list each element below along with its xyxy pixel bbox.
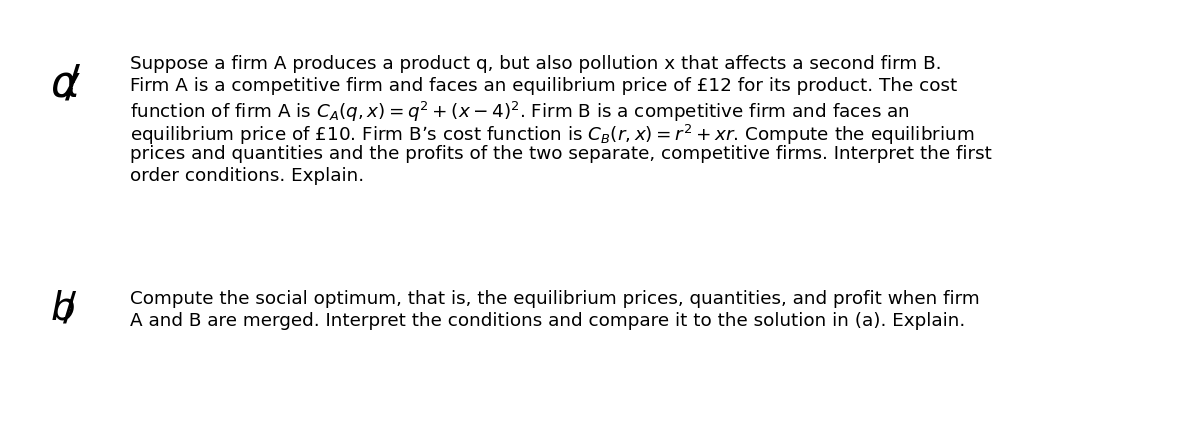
Text: Compute the social optimum, that is, the equilibrium prices, quantities, and pro: Compute the social optimum, that is, the… <box>130 289 979 307</box>
Text: $\mathit{\alpha\!\!/}$: $\mathit{\alpha\!\!/}$ <box>50 62 82 105</box>
Text: order conditions. Explain.: order conditions. Explain. <box>130 167 364 185</box>
Text: equilibrium price of £10. Firm B’s cost function is $C_B(r, x) = r^2 + xr$. Comp: equilibrium price of £10. Firm B’s cost … <box>130 122 974 146</box>
Text: Firm A is a competitive firm and faces an equilibrium price of £12 for its produ: Firm A is a competitive firm and faces a… <box>130 77 958 95</box>
Text: function of firm A is $C_A(q, x) = q^2 + (x - 4)^2$. Firm B is a competitive fir: function of firm A is $C_A(q, x) = q^2 +… <box>130 100 910 124</box>
Text: $\mathit{b\!\!/}$: $\mathit{b\!\!/}$ <box>50 289 77 327</box>
Text: prices and quantities and the profits of the two separate, competitive firms. In: prices and quantities and the profits of… <box>130 145 992 163</box>
Text: Suppose a firm A produces a product q, but also pollution x that affects a secon: Suppose a firm A produces a product q, b… <box>130 55 942 73</box>
Text: A and B are merged. Interpret the conditions and compare it to the solution in (: A and B are merged. Interpret the condit… <box>130 312 965 330</box>
